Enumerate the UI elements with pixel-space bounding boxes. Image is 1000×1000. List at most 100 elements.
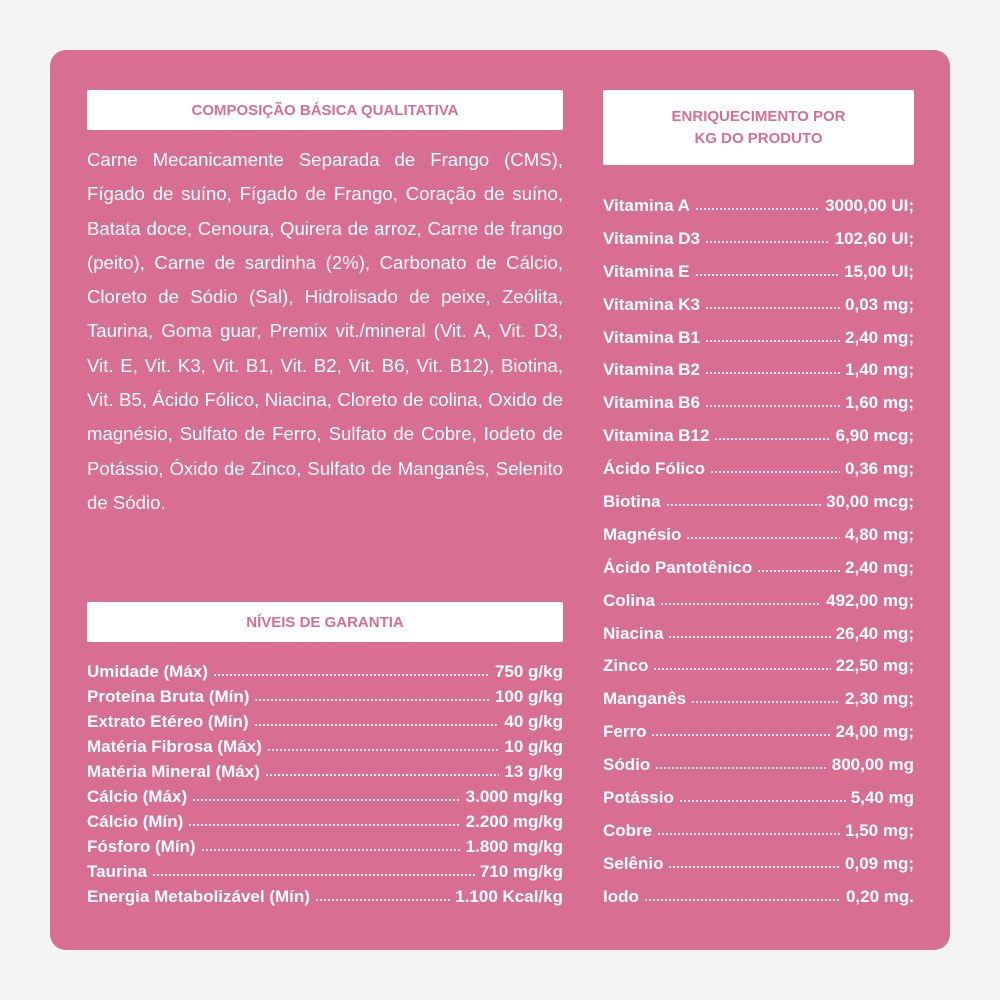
leader bbox=[668, 634, 831, 639]
row-label: Taurina bbox=[87, 862, 148, 881]
row-label: Magnésio bbox=[603, 524, 682, 544]
row-value: 750 g/kg bbox=[494, 662, 563, 681]
row-value: 10 g/kg bbox=[504, 737, 563, 756]
row: Matéria Fibrosa (Máx) 10 g/kg bbox=[87, 734, 563, 759]
row: Vitamina E 15,00 UI; bbox=[603, 256, 914, 289]
leader bbox=[678, 799, 846, 804]
leader bbox=[253, 723, 500, 727]
row-value: 710 mg/kg bbox=[479, 862, 563, 881]
row: Manganês 2,30 mg; bbox=[603, 683, 914, 716]
row-label: Ácido Pantotênico bbox=[603, 557, 753, 577]
row: Taurina 710 mg/kg bbox=[87, 859, 563, 884]
leader bbox=[705, 371, 841, 376]
row: Cálcio (Máx) 3.000 mg/kg bbox=[87, 784, 563, 809]
leader bbox=[657, 831, 841, 836]
row-value: 0,20 mg. bbox=[845, 886, 914, 906]
leader bbox=[200, 848, 461, 852]
row-label: Colina bbox=[603, 590, 655, 610]
row-label: Cobre bbox=[603, 820, 653, 840]
row-value: 1,40 mg; bbox=[845, 360, 914, 380]
leader bbox=[705, 338, 841, 343]
row-label: Vitamina E bbox=[603, 261, 690, 281]
row: Vitamina D3 102,60 UI; bbox=[603, 223, 914, 256]
row-label: Manganês bbox=[603, 689, 687, 709]
section-header: NÍVEIS DE GARANTIA bbox=[87, 602, 563, 642]
row-label: Zinco bbox=[603, 656, 649, 676]
enrichment-table: Vitamina A 3000,00 UI; Vitamina D3 102,60 U… bbox=[603, 190, 914, 914]
row: Biotina 30,00 mcg; bbox=[603, 486, 914, 519]
row-label: Niacina bbox=[603, 623, 664, 643]
leader bbox=[665, 503, 822, 508]
row: Zinco 22,50 mg; bbox=[603, 650, 914, 683]
row-label: Cálcio (Mín) bbox=[87, 812, 184, 831]
row-value: 22,50 mg; bbox=[835, 656, 914, 676]
row: Sódio 800,00 mg bbox=[603, 749, 914, 782]
row: Ácido Pantotênico 2,40 mg; bbox=[603, 552, 914, 585]
row-label: Energia Metabolizável (Mín) bbox=[87, 887, 310, 906]
leader bbox=[694, 272, 840, 277]
row-label: Cálcio (Máx) bbox=[87, 787, 188, 806]
leader bbox=[757, 568, 841, 573]
leader bbox=[659, 601, 822, 606]
row-label: Matéria Fibrosa (Máx) bbox=[87, 737, 262, 756]
leader bbox=[212, 673, 490, 677]
row-value: 30,00 mcg; bbox=[826, 492, 914, 512]
row: Vitamina B1 2,40 mg; bbox=[603, 322, 914, 355]
row-label: Ácido Fólico bbox=[603, 459, 705, 479]
leader bbox=[643, 897, 841, 902]
row-value: 0,09 mg; bbox=[845, 853, 914, 873]
row-label: Vitamina B12 bbox=[603, 426, 710, 446]
leader bbox=[651, 733, 831, 738]
row: Cobre 1,50 mg; bbox=[603, 815, 914, 848]
leader bbox=[188, 823, 461, 827]
row-label: Proteína Bruta (Mín) bbox=[87, 687, 250, 706]
leader bbox=[314, 898, 451, 902]
leader bbox=[694, 207, 821, 211]
row-value: 4,80 mg; bbox=[845, 524, 914, 544]
row-label: Fósforo (Mín) bbox=[87, 837, 196, 856]
row-label: Umidade (Máx) bbox=[87, 662, 208, 681]
row: Cálcio (Mín) 2.200 mg/kg bbox=[87, 809, 563, 834]
leader bbox=[705, 404, 841, 409]
row-value: 15,00 UI; bbox=[844, 261, 914, 281]
leader bbox=[192, 798, 461, 802]
row: Vitamina B2 1,40 mg; bbox=[603, 354, 914, 387]
row-value: 40 g/kg bbox=[504, 712, 563, 731]
row: Proteína Bruta (Mín) 100 g/kg bbox=[87, 684, 563, 709]
section-header: COMPOSIÇÃO BÁSICA QUALITATIVA bbox=[87, 90, 563, 130]
row-value: 2,30 mg; bbox=[845, 689, 914, 709]
row: Fósforo (Mín) 1.800 mg/kg bbox=[87, 834, 563, 859]
row-value: 24,00 mg; bbox=[835, 722, 914, 742]
row-value: 6,90 mcg; bbox=[835, 426, 914, 446]
row-value: 2,40 mg; bbox=[845, 557, 914, 577]
row-value: 2,40 mg; bbox=[845, 327, 914, 347]
row-label: Vitamina A bbox=[603, 196, 690, 215]
row-label: Matéria Mineral (Máx) bbox=[87, 762, 260, 781]
row: Niacina 26,40 mg; bbox=[603, 618, 914, 651]
row-value: 1.100 Kcal/kg bbox=[455, 887, 563, 906]
row-value: 1,50 mg; bbox=[845, 820, 914, 840]
row: Vitamina K3 0,03 mg; bbox=[603, 289, 914, 322]
row-label: Vitamina D3 bbox=[603, 228, 701, 248]
leader bbox=[710, 470, 841, 475]
leader bbox=[266, 748, 500, 752]
row-label: Vitamina K3 bbox=[603, 294, 701, 314]
leader bbox=[686, 535, 841, 540]
header-line: KG DO PRODUTO bbox=[694, 129, 823, 147]
leader bbox=[691, 700, 841, 705]
row-value: 100 g/kg bbox=[494, 687, 563, 706]
row-value: 800,00 mg bbox=[831, 755, 914, 775]
composition-text: Carne Mecanicamente Separada de Frango (… bbox=[87, 149, 563, 513]
section-header: ENRIQUECIMENTO POR KG DO PRODUTO bbox=[603, 90, 914, 165]
row-label: Extrato Etéreo (Mín) bbox=[87, 712, 249, 731]
header-line: ENRIQUECIMENTO POR bbox=[671, 107, 846, 125]
row-value: 3000,00 UI; bbox=[825, 196, 914, 215]
row: Iodo 0,20 mg. bbox=[603, 881, 914, 914]
row-value: 26,40 mg; bbox=[835, 623, 914, 643]
row-value: 0,36 mg; bbox=[845, 459, 914, 479]
row: Vitamina A 3000,00 UI; bbox=[603, 190, 914, 223]
row-label: Biotina bbox=[603, 492, 661, 512]
row-value: 13 g/kg bbox=[504, 762, 563, 781]
row-label: Vitamina B2 bbox=[603, 360, 701, 380]
